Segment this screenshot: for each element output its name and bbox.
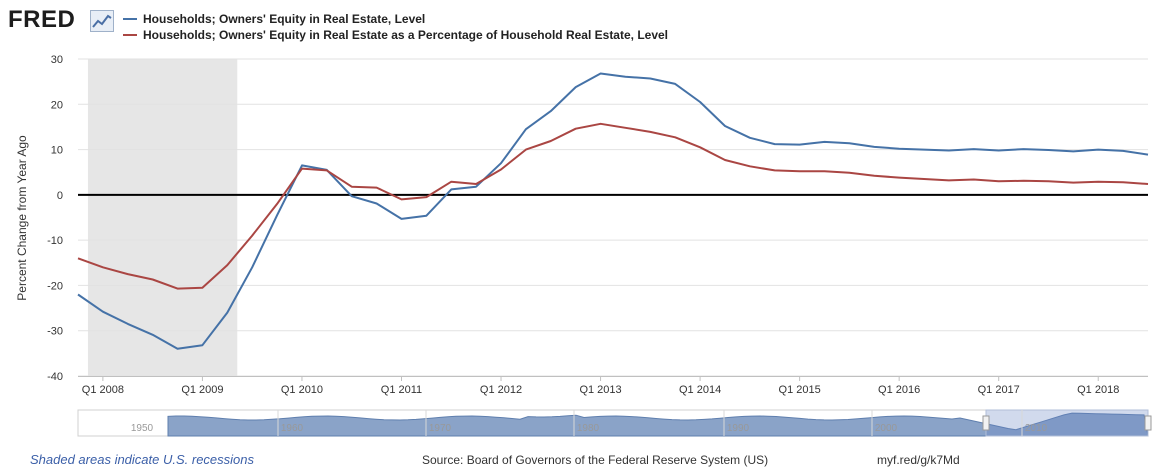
range-navigator[interactable]: 1950 1960 1970 1980 1990 2000 2010 (77, 409, 1152, 437)
x-tick-label: Q1 2016 (878, 384, 920, 396)
source-note: Source: Board of Governors of the Federa… (422, 453, 769, 467)
legend-label: Households; Owners' Equity in Real Estat… (143, 12, 426, 26)
x-tick-label: Q1 2008 (82, 384, 124, 396)
x-tick-label: Q1 2015 (779, 384, 821, 396)
recession-note: Shaded areas indicate U.S. recessions (30, 452, 255, 467)
navigator-left-handle[interactable] (982, 415, 990, 431)
series-lines (77, 72, 1149, 350)
navigator-year-label: 2010 (1025, 423, 1048, 434)
chart-legend: Households; Owners' Equity in Real Estat… (123, 11, 668, 43)
y-tick-label: 0 (57, 190, 63, 202)
navigator-year-label: 1960 (281, 423, 304, 434)
x-tick-label: Q1 2018 (1077, 384, 1119, 396)
navigator-year-label: 2000 (875, 423, 898, 434)
line-graph-icon (90, 10, 114, 32)
x-axis-ticks: Q1 2008 Q1 2009 Q1 2010 Q1 2011 Q1 2012 Q1 20… (78, 376, 1148, 396)
x-tick-label: Q1 2017 (978, 384, 1020, 396)
x-tick-label: Q1 2010 (281, 384, 323, 396)
y-tick-label: 10 (51, 145, 63, 157)
short-url-link[interactable]: myf.red/g/k7Md (877, 453, 960, 467)
y-tick-label: -30 (47, 326, 63, 338)
recession-shading-layer (87, 59, 238, 376)
legend-label: Households; Owners' Equity in Real Estat… (143, 28, 669, 42)
gridlines (78, 58, 1148, 377)
y-axis-ticks: -40 -30 -20 -10 0 10 20 30 (47, 54, 63, 383)
x-tick-label: Q1 2009 (181, 384, 223, 396)
legend-swatch-blue (123, 18, 137, 20)
fred-logo[interactable]: FRED (8, 6, 76, 33)
legend-swatch-red (123, 34, 137, 36)
x-tick-label: Q1 2014 (679, 384, 721, 396)
series-line-equity-level[interactable] (77, 72, 1149, 350)
y-tick-label: -10 (47, 235, 63, 247)
recession-shading (87, 59, 238, 376)
navigator-year-label: 1980 (577, 423, 600, 434)
y-tick-label: 30 (51, 54, 63, 66)
y-tick-label: -20 (47, 280, 63, 292)
navigator-right-handle[interactable] (1144, 415, 1152, 431)
navigator-year-label: 1950 (131, 423, 154, 434)
navigator-selected-range[interactable] (985, 409, 1149, 437)
x-tick-label: Q1 2013 (579, 384, 621, 396)
line-chart: -40 -30 -20 -10 0 10 20 30 Q1 2008 Q1 2009 Q1 201… (15, 54, 1152, 437)
y-tick-label: 20 (51, 99, 63, 111)
x-tick-label: Q1 2012 (480, 384, 522, 396)
chart-footer: Shaded areas indicate U.S. recessions So… (0, 448, 1168, 470)
navigator-year-label: 1970 (429, 423, 452, 434)
legend-item-equity-level[interactable]: Households; Owners' Equity in Real Estat… (123, 11, 668, 27)
navigator-overview-area (167, 412, 1149, 437)
chart-header: FRED Households; Owners' Equity in Real … (0, 0, 1168, 50)
y-tick-label: -40 (47, 371, 63, 383)
x-tick-label: Q1 2011 (381, 384, 422, 396)
y-axis-label: Percent Change from Year Ago (15, 135, 29, 301)
navigator-year-label: 1990 (727, 423, 750, 434)
legend-item-equity-percentage[interactable]: Households; Owners' Equity in Real Estat… (123, 27, 668, 43)
series-line-equity-percentage[interactable] (77, 122, 1149, 290)
